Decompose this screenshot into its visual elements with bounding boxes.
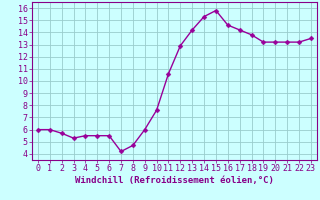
X-axis label: Windchill (Refroidissement éolien,°C): Windchill (Refroidissement éolien,°C)	[75, 176, 274, 185]
